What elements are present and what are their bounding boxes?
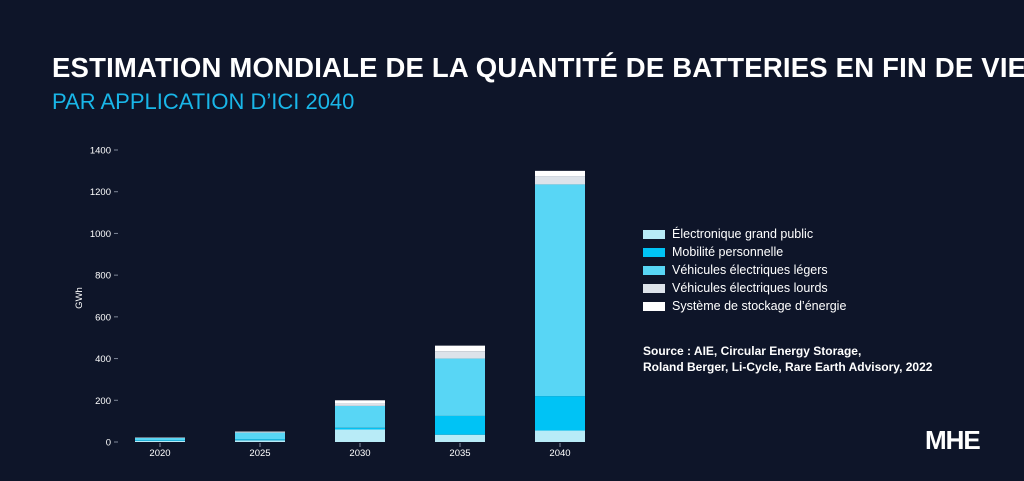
legend-item: Véhicules électriques lourds — [643, 279, 846, 297]
bar-segment — [435, 434, 485, 442]
y-tick-label: 1200 — [90, 187, 111, 198]
chart-legend: Électronique grand public Mobilité person… — [643, 225, 846, 315]
bar-segment — [435, 345, 485, 352]
bar-segment — [135, 440, 185, 442]
legend-item: Système de stockage d’énergie — [643, 297, 846, 315]
legend-swatch — [643, 283, 665, 293]
legend-label: Système de stockage d’énergie — [672, 299, 847, 313]
bar-segment — [335, 405, 385, 428]
x-tick-label: 2035 — [449, 448, 470, 459]
x-tick-label: 2025 — [249, 448, 270, 459]
bar-segment — [335, 403, 385, 406]
bar-segment — [235, 431, 285, 433]
x-tick-label: 2030 — [349, 448, 370, 459]
legend-label: Véhicules électriques légers — [672, 263, 828, 277]
bar-segment — [335, 427, 385, 430]
bar-segment — [535, 396, 585, 431]
y-tick-label: 1400 — [90, 146, 111, 157]
legend-swatch — [643, 301, 665, 311]
bar-segment — [435, 358, 485, 416]
legend-swatch — [643, 229, 665, 239]
y-tick-label: 200 — [95, 396, 111, 407]
legend-label: Électronique grand public — [672, 227, 814, 241]
bar-segment — [235, 432, 285, 440]
legend-item: Électronique grand public — [643, 225, 846, 243]
y-tick-label: 1000 — [90, 229, 111, 240]
y-axis-label: GWh — [74, 287, 85, 309]
x-tick-label: 2040 — [549, 448, 570, 459]
bar-segment — [435, 351, 485, 359]
bar-segment — [435, 415, 485, 435]
legend-label: Mobilité personnelle — [672, 245, 784, 259]
bar-segment — [135, 437, 185, 441]
x-tick-label: 2020 — [149, 448, 170, 459]
chart-title: ESTIMATION MONDIALE DE LA QUANTITÉ DE BA… — [52, 52, 1024, 83]
y-tick-label: 800 — [95, 271, 111, 282]
y-tick-label: 0 — [106, 438, 111, 449]
y-tick-label: 600 — [95, 312, 111, 323]
source-note: Source : AIE, Circular Energy Storage, R… — [643, 343, 932, 375]
y-tick-label: 400 — [95, 354, 111, 365]
legend-swatch — [643, 265, 665, 275]
bar-segment — [235, 439, 285, 441]
bar-segment — [335, 400, 385, 404]
legend-item: Mobilité personnelle — [643, 243, 846, 261]
bar-segment — [135, 440, 185, 441]
bar-segment — [535, 170, 585, 177]
legend-label: Véhicules électriques lourds — [672, 281, 828, 295]
bar-segment — [535, 430, 585, 442]
bar-segment — [535, 184, 585, 397]
source-line-2: Roland Berger, Li-Cycle, Rare Earth Advi… — [643, 360, 933, 374]
bar-segment — [335, 429, 385, 442]
legend-item: Véhicules électriques légers — [643, 261, 846, 279]
bar-segment — [535, 176, 585, 185]
source-line-1: Source : AIE, Circular Energy Storage, — [643, 344, 862, 358]
legend-swatch — [643, 247, 665, 257]
bar-segment — [235, 440, 285, 442]
chart-subtitle: PAR APPLICATION D’ICI 2040 — [52, 89, 355, 114]
brand-logo: MHE — [925, 425, 981, 455]
